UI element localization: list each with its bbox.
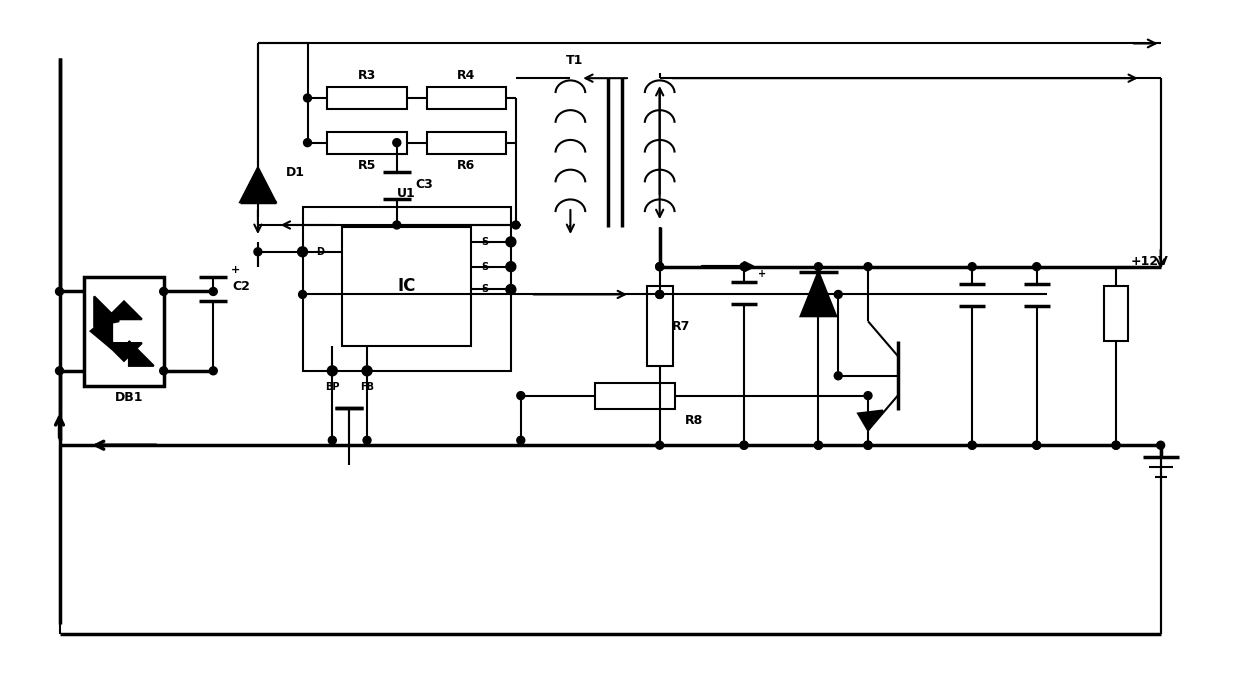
Polygon shape — [129, 341, 154, 366]
Circle shape — [506, 237, 516, 247]
Circle shape — [740, 441, 748, 449]
Bar — [427, 132, 506, 154]
Bar — [303, 207, 511, 371]
Circle shape — [254, 248, 262, 255]
Circle shape — [1033, 262, 1040, 271]
Text: R6: R6 — [458, 159, 475, 172]
Circle shape — [56, 287, 63, 295]
Text: T1: T1 — [565, 54, 583, 67]
Text: D: D — [316, 247, 325, 257]
Circle shape — [835, 290, 842, 299]
Text: +: + — [231, 264, 239, 275]
Circle shape — [304, 139, 311, 147]
Text: C3: C3 — [415, 177, 434, 191]
Circle shape — [656, 441, 663, 449]
Circle shape — [740, 441, 748, 449]
Text: R4: R4 — [458, 69, 475, 81]
Text: R8: R8 — [686, 414, 703, 427]
Polygon shape — [858, 411, 883, 430]
Circle shape — [393, 221, 401, 229]
Circle shape — [210, 287, 217, 295]
Circle shape — [864, 441, 872, 449]
Circle shape — [815, 262, 822, 271]
Circle shape — [160, 367, 167, 374]
Polygon shape — [241, 168, 275, 202]
Text: D1: D1 — [285, 166, 305, 179]
Circle shape — [656, 290, 663, 299]
Text: S: S — [481, 237, 489, 247]
Circle shape — [56, 367, 63, 374]
Circle shape — [656, 290, 663, 299]
Bar — [647, 287, 672, 366]
Circle shape — [864, 392, 872, 400]
Circle shape — [1033, 441, 1040, 449]
Circle shape — [740, 262, 748, 271]
Circle shape — [298, 247, 308, 257]
Circle shape — [968, 441, 976, 449]
Polygon shape — [94, 296, 119, 326]
Circle shape — [864, 262, 872, 271]
Circle shape — [160, 287, 167, 295]
Circle shape — [512, 221, 520, 229]
Bar — [84, 276, 164, 386]
Polygon shape — [801, 271, 836, 316]
Circle shape — [327, 366, 337, 376]
Text: S: S — [481, 262, 489, 271]
Circle shape — [864, 441, 872, 449]
Circle shape — [506, 262, 516, 271]
Circle shape — [363, 436, 371, 444]
Circle shape — [815, 441, 822, 449]
Circle shape — [210, 367, 217, 374]
Text: +: + — [758, 269, 766, 278]
Circle shape — [1112, 441, 1120, 449]
Circle shape — [864, 441, 872, 449]
Text: S: S — [481, 285, 489, 294]
Text: U1: U1 — [397, 187, 417, 200]
Polygon shape — [107, 343, 141, 361]
Bar — [327, 132, 407, 154]
Circle shape — [1033, 441, 1040, 449]
Text: FB: FB — [360, 381, 374, 392]
Polygon shape — [107, 301, 141, 319]
Text: C2: C2 — [232, 280, 250, 293]
Circle shape — [517, 436, 525, 444]
Circle shape — [329, 436, 336, 444]
Bar — [595, 383, 675, 409]
Circle shape — [968, 262, 976, 271]
Circle shape — [656, 262, 663, 271]
Text: +12V: +12V — [1131, 255, 1168, 268]
Circle shape — [362, 366, 372, 376]
Circle shape — [1112, 441, 1120, 449]
Polygon shape — [91, 313, 112, 349]
Text: R7: R7 — [672, 319, 691, 333]
Bar — [1104, 287, 1128, 341]
Circle shape — [1157, 441, 1164, 449]
Circle shape — [968, 441, 976, 449]
Text: R3: R3 — [358, 69, 376, 81]
Circle shape — [517, 392, 525, 400]
Circle shape — [299, 290, 306, 299]
Bar — [342, 227, 471, 346]
Circle shape — [304, 94, 311, 102]
Circle shape — [835, 372, 842, 380]
Circle shape — [656, 262, 663, 271]
Circle shape — [815, 441, 822, 449]
Bar — [427, 87, 506, 109]
Circle shape — [393, 139, 401, 147]
Text: DB1: DB1 — [115, 391, 143, 404]
Text: R5: R5 — [358, 159, 376, 172]
Bar — [327, 87, 407, 109]
Circle shape — [506, 285, 516, 294]
Text: BP: BP — [325, 381, 340, 392]
Text: IC: IC — [398, 278, 415, 296]
